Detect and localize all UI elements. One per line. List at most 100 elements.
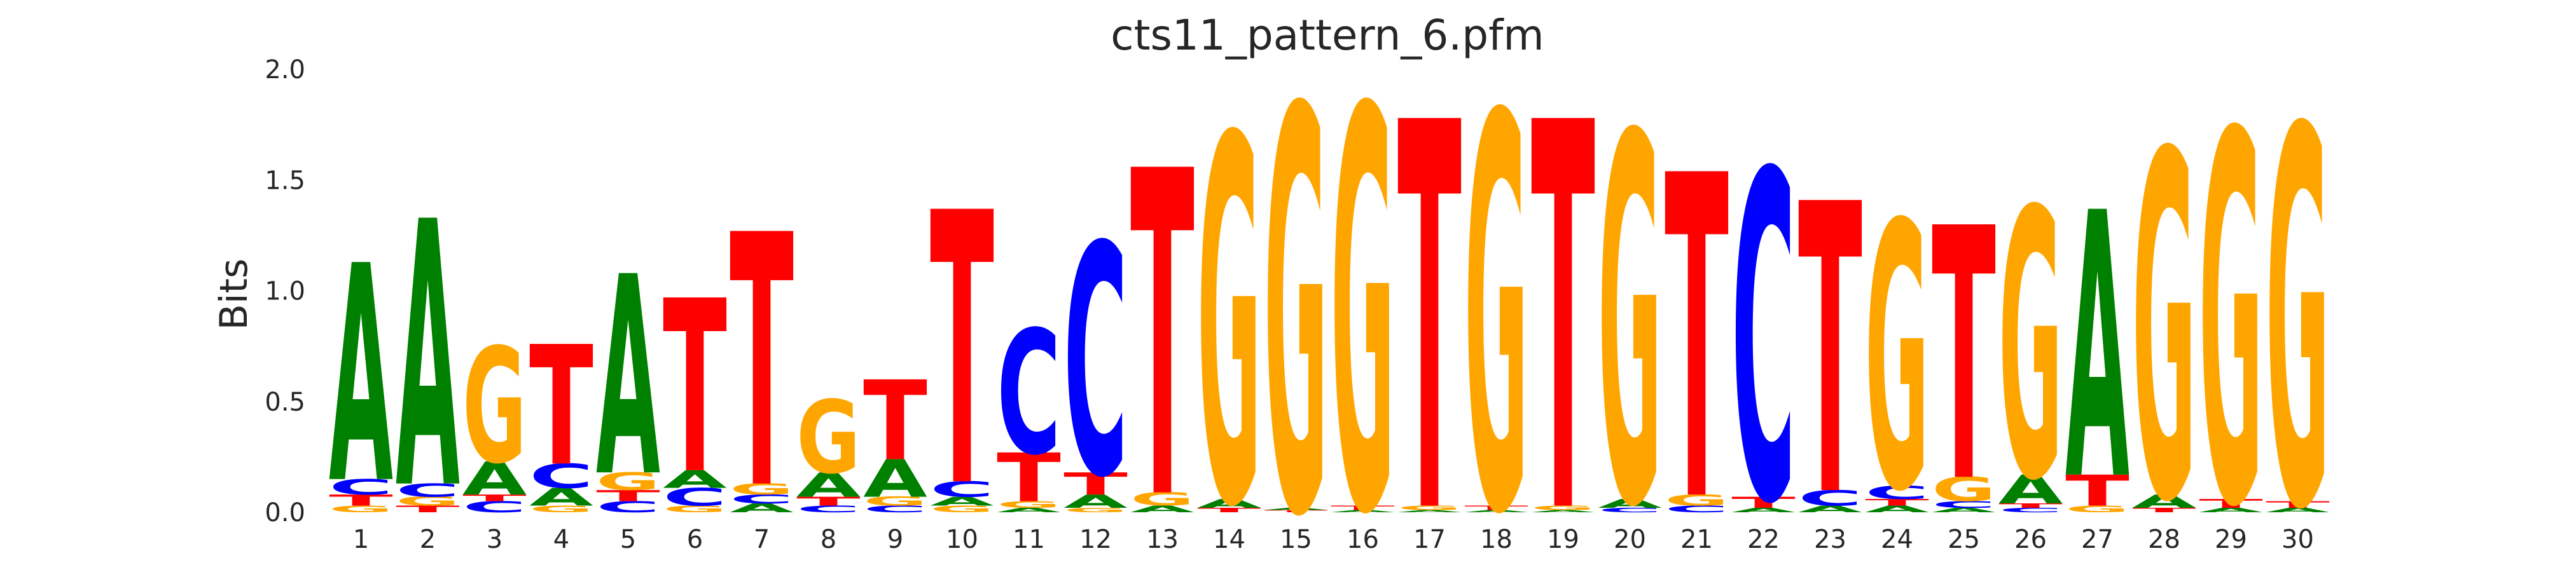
logo-letter-a: A bbox=[1598, 496, 1662, 510]
x-tick-label: 18 bbox=[1480, 525, 1513, 554]
logo-letter-a: A bbox=[2132, 491, 2196, 512]
logo-letter-t: T bbox=[2266, 500, 2330, 510]
logo-letter-a: A bbox=[1531, 510, 1595, 514]
logo-letter-c: C bbox=[796, 504, 861, 515]
logo-letter-t: T bbox=[1998, 502, 2063, 509]
logo-letter-g: G bbox=[2266, 23, 2330, 572]
x-tick-label: 27 bbox=[2081, 525, 2114, 554]
x-tick-label: 22 bbox=[1747, 525, 1780, 554]
logo-letter-a: A bbox=[1998, 467, 2063, 513]
logo-letter-a: A bbox=[730, 501, 794, 515]
logo-letter-g: G bbox=[2199, 28, 2263, 572]
logo-letter-a: A bbox=[1932, 507, 1996, 514]
x-tick-label: 3 bbox=[487, 525, 502, 554]
logo-letter-t: T bbox=[663, 250, 728, 526]
x-tick-label: 20 bbox=[1614, 525, 1646, 554]
logo-letter-g: G bbox=[2132, 55, 2196, 572]
logo-letter-a: A bbox=[1063, 491, 1128, 512]
logo-letter-a: A bbox=[1464, 510, 1528, 514]
logo-letter-g: G bbox=[329, 504, 393, 515]
logo-letter-t: T bbox=[1264, 510, 1328, 514]
logo-letter-c: C bbox=[529, 457, 593, 496]
logo-letter-a: A bbox=[596, 219, 661, 537]
logo-letter-c: C bbox=[1932, 500, 1996, 510]
logo-letter-g: G bbox=[863, 494, 927, 508]
logo-letter-g: G bbox=[396, 494, 460, 508]
logo-letter-a: A bbox=[529, 483, 593, 512]
logo-letter-a: A bbox=[2199, 507, 2263, 514]
logo-letter-g: G bbox=[663, 504, 727, 515]
logo-letter-g: G bbox=[529, 504, 593, 515]
x-tick-label: 8 bbox=[821, 525, 836, 554]
logo-letter-t: T bbox=[329, 491, 393, 509]
x-tick-label: 9 bbox=[887, 525, 903, 554]
logo-letter-g: G bbox=[2065, 504, 2129, 515]
logo-letter-c: C bbox=[730, 493, 794, 507]
x-tick-label: 30 bbox=[2282, 525, 2314, 554]
logo-letter-g: G bbox=[1264, 0, 1328, 572]
logo-letter-c: C bbox=[462, 498, 527, 516]
logo-letter-g: G bbox=[1665, 491, 1729, 509]
logo-letter-c: C bbox=[930, 477, 994, 501]
logo-letter-a: A bbox=[1331, 510, 1395, 514]
logo-letter-t: T bbox=[1865, 497, 1929, 508]
logo-letter-t: T bbox=[1665, 83, 1729, 572]
logo-letter-g: G bbox=[1932, 470, 1996, 509]
logo-letter-a: A bbox=[1130, 504, 1195, 515]
logo-letter-a: A bbox=[2266, 507, 2330, 514]
logo-letter-a: A bbox=[1865, 504, 1929, 515]
logo-letter-a: A bbox=[396, 146, 460, 570]
logo-letter-t: T bbox=[1063, 466, 1128, 502]
y-tick-label: 0.5 bbox=[265, 388, 305, 417]
logo-letter-t: T bbox=[1932, 156, 1997, 559]
x-tick-label: 5 bbox=[620, 525, 636, 554]
logo-letter-g: G bbox=[1464, 5, 1528, 572]
logo-letter-t: T bbox=[796, 494, 861, 508]
logo-letter-a: A bbox=[997, 507, 1061, 514]
logo-letter-g: G bbox=[730, 480, 794, 498]
x-tick-label: 7 bbox=[754, 525, 770, 554]
x-tick-label: 24 bbox=[1881, 525, 1913, 554]
x-axis-ticks: 1 2 3 4 5 6 7 8 9 10 11 12 13 14 15 16 17 18 19 20 21 22 23 24 2… bbox=[353, 525, 2314, 554]
logo-letter-t: T bbox=[462, 493, 527, 503]
x-tick-label: 1 bbox=[353, 525, 369, 554]
logo-letter-a: A bbox=[1197, 496, 1261, 510]
logo-letter-t: T bbox=[2199, 496, 2263, 510]
logo-letter-g: G bbox=[1331, 0, 1395, 572]
logo-letter-c: C bbox=[1598, 507, 1662, 514]
logo-letter-a: A bbox=[462, 452, 527, 505]
logo-letter-c: C bbox=[329, 475, 393, 500]
y-tick-label: 1.5 bbox=[265, 166, 305, 195]
x-tick-label: 16 bbox=[1347, 525, 1379, 554]
logo-letter-t: T bbox=[2065, 466, 2129, 516]
logo-letter-t: T bbox=[997, 440, 1061, 517]
logo-letter-t: T bbox=[2132, 507, 2196, 514]
logo-letter-a: A bbox=[1798, 504, 1862, 515]
logo-letter-a: A bbox=[930, 494, 994, 508]
x-tick-label: 2 bbox=[420, 525, 436, 554]
x-tick-label: 6 bbox=[687, 525, 703, 554]
x-tick-label: 4 bbox=[553, 525, 569, 554]
logo-letter-t: T bbox=[1331, 505, 1395, 512]
logo-letter-t: T bbox=[1397, 11, 1462, 572]
logo-letter-c: C bbox=[1998, 507, 2063, 514]
logo-letter-c: C bbox=[1665, 504, 1729, 515]
logo-letter-a: A bbox=[796, 466, 861, 505]
x-tick-label: 11 bbox=[1013, 525, 1045, 554]
x-tick-label: 13 bbox=[1146, 525, 1179, 554]
logo-letter-a: A bbox=[1731, 507, 1796, 514]
logo-letter-g: G bbox=[1130, 489, 1195, 510]
logo-letter-t: T bbox=[1531, 11, 1596, 572]
logo-letter-g: G bbox=[462, 315, 527, 499]
logo-letter-g: G bbox=[1598, 31, 1662, 572]
y-tick-label: 1.0 bbox=[265, 277, 305, 306]
logo-letter-c: C bbox=[663, 483, 727, 512]
logo-letter-g: G bbox=[1063, 507, 1128, 514]
x-tick-label: 28 bbox=[2148, 525, 2180, 554]
x-tick-label: 19 bbox=[1547, 525, 1579, 554]
logo-letter-g: G bbox=[997, 500, 1061, 510]
x-tick-label: 14 bbox=[1213, 525, 1245, 554]
logo-letter-c: C bbox=[396, 480, 460, 501]
